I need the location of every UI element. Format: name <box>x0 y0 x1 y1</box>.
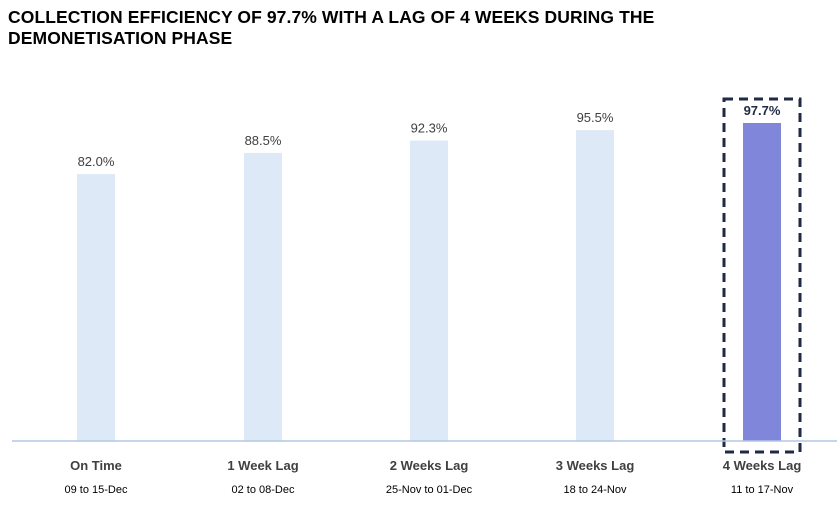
bar-2 <box>244 152 282 441</box>
category-label-5: 4 Weeks Lag <box>723 458 802 473</box>
data-label-1: 82.0% <box>78 154 115 169</box>
data-label-5: 97.7% <box>744 103 781 118</box>
category-label-3: 2 Weeks Lag <box>390 458 469 473</box>
date-range-label-3: 25-Nov to 01-Dec <box>386 484 473 496</box>
data-label-3: 92.3% <box>411 121 448 136</box>
date-range-label-5: 11 to 17-Nov <box>731 484 794 496</box>
category-label-1: On Time <box>70 458 122 473</box>
category-label-4: 3 Weeks Lag <box>556 458 635 473</box>
bars <box>77 97 802 454</box>
bar-5 <box>743 122 781 441</box>
date-range-label-4: 18 to 24-Nov <box>564 484 627 496</box>
chart-title-line-2: DEMONETISATION PHASE <box>8 28 233 48</box>
date-range-label-2: 02 to 08-Dec <box>232 484 295 496</box>
bar-3 <box>410 140 448 441</box>
chart-title-line-1: COLLECTION EFFICIENCY OF 97.7% WITH A LA… <box>8 7 655 27</box>
bar-1 <box>77 174 115 441</box>
chart-title: COLLECTION EFFICIENCY OF 97.7% WITH A LA… <box>8 7 808 49</box>
data-label-4: 95.5% <box>577 110 614 125</box>
highlight-box <box>722 97 802 454</box>
bar-4 <box>576 130 614 441</box>
date-range-label-1: 09 to 15-Dec <box>65 484 128 496</box>
category-label-2: 1 Week Lag <box>227 458 298 473</box>
data-label-2: 88.5% <box>245 133 282 148</box>
labels: 82.0% On Time 09 to 15-Dec 88.5% 1 Week Lag 0… <box>65 103 802 496</box>
